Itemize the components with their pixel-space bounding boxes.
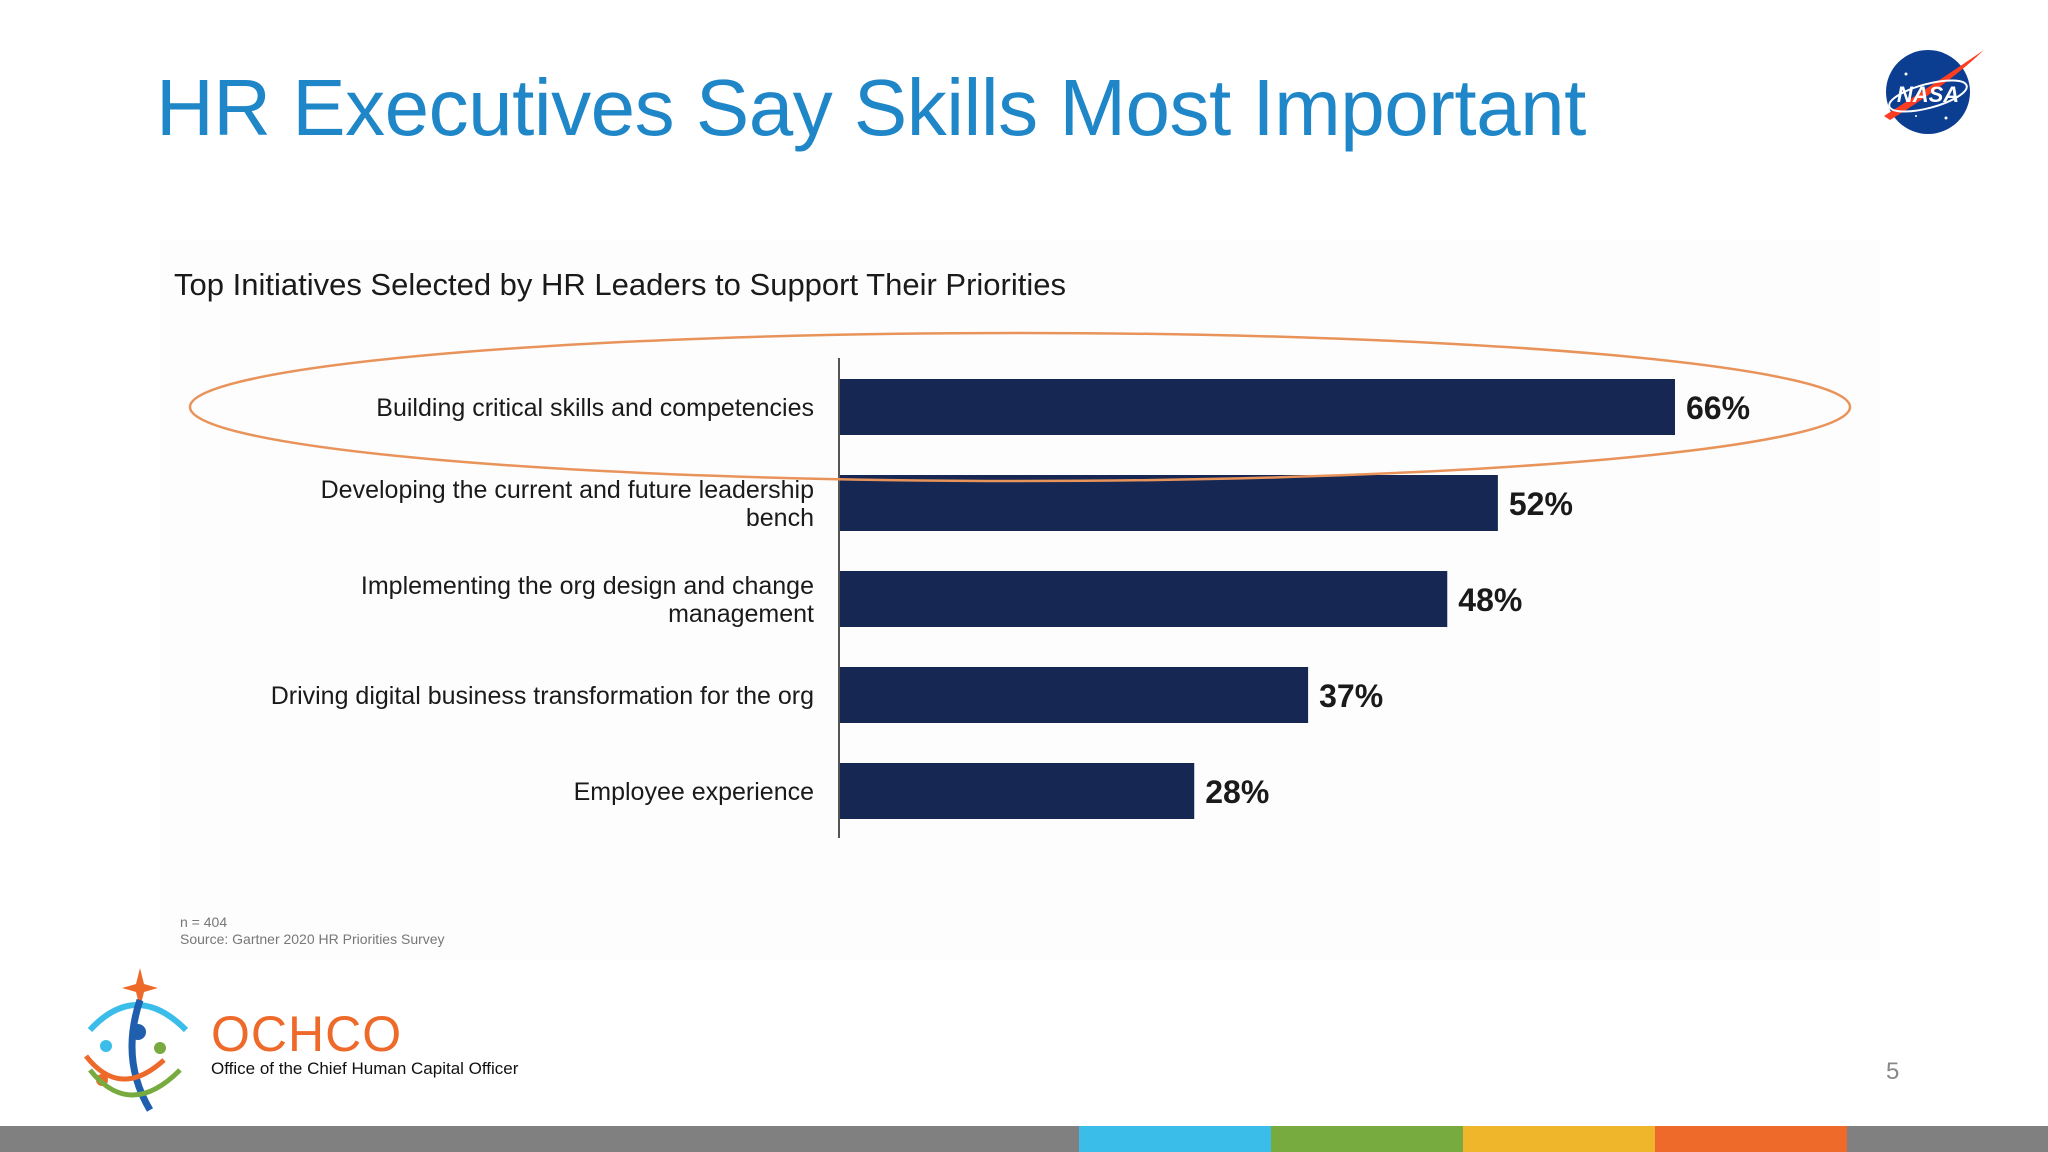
footer-color-segment	[1847, 1126, 2048, 1152]
chart-title: Top Initiatives Selected by HR Leaders t…	[174, 267, 1066, 302]
ochco-logo-icon	[84, 968, 189, 1112]
highlight-ellipse	[188, 331, 1852, 483]
bar	[840, 763, 1195, 819]
bar	[840, 571, 1448, 627]
bar-value-label: 48%	[1458, 582, 1522, 618]
footer-color-segment	[1463, 1126, 1655, 1152]
source-text: Source: Gartner 2020 HR Priorities Surve…	[180, 931, 445, 947]
ochco-name: OCHCO	[211, 1006, 403, 1062]
category-label: Driving digital business transformation …	[271, 682, 814, 710]
ochco-subtitle: Office of the Chief Human Capital Office…	[211, 1059, 519, 1078]
bar-value-label: 52%	[1509, 486, 1573, 522]
footer-color-segment	[1271, 1126, 1463, 1152]
bar-value-label: 28%	[1205, 774, 1269, 810]
category-label: Employee experience	[574, 778, 814, 806]
bar-value-label: 37%	[1319, 678, 1383, 714]
category-label: Implementing the org design and change ma…	[361, 572, 814, 628]
category-label: Developing the current and future leader…	[321, 476, 814, 532]
footer-color-segment	[1079, 1126, 1271, 1152]
category-label: Building critical skills and competencie…	[376, 394, 814, 422]
nasa-logo: NASA	[1884, 50, 1984, 134]
bar	[840, 475, 1498, 531]
footer-color-segment	[0, 1126, 1079, 1152]
footer-color-segment	[1655, 1126, 1847, 1152]
page-title: HR Executives Say Skills Most Important	[156, 63, 1586, 152]
bar-value-label: 66%	[1686, 390, 1750, 426]
page-number: 5	[1886, 1058, 1900, 1085]
bar	[840, 667, 1309, 723]
nasa-logo-text: NASA	[1897, 82, 1959, 107]
source-note: n = 404 Source: Gartner 2020 HR Prioriti…	[180, 914, 445, 948]
bar	[840, 379, 1675, 435]
footer-color-bar	[0, 1126, 2048, 1152]
sample-size: n = 404	[180, 914, 228, 930]
